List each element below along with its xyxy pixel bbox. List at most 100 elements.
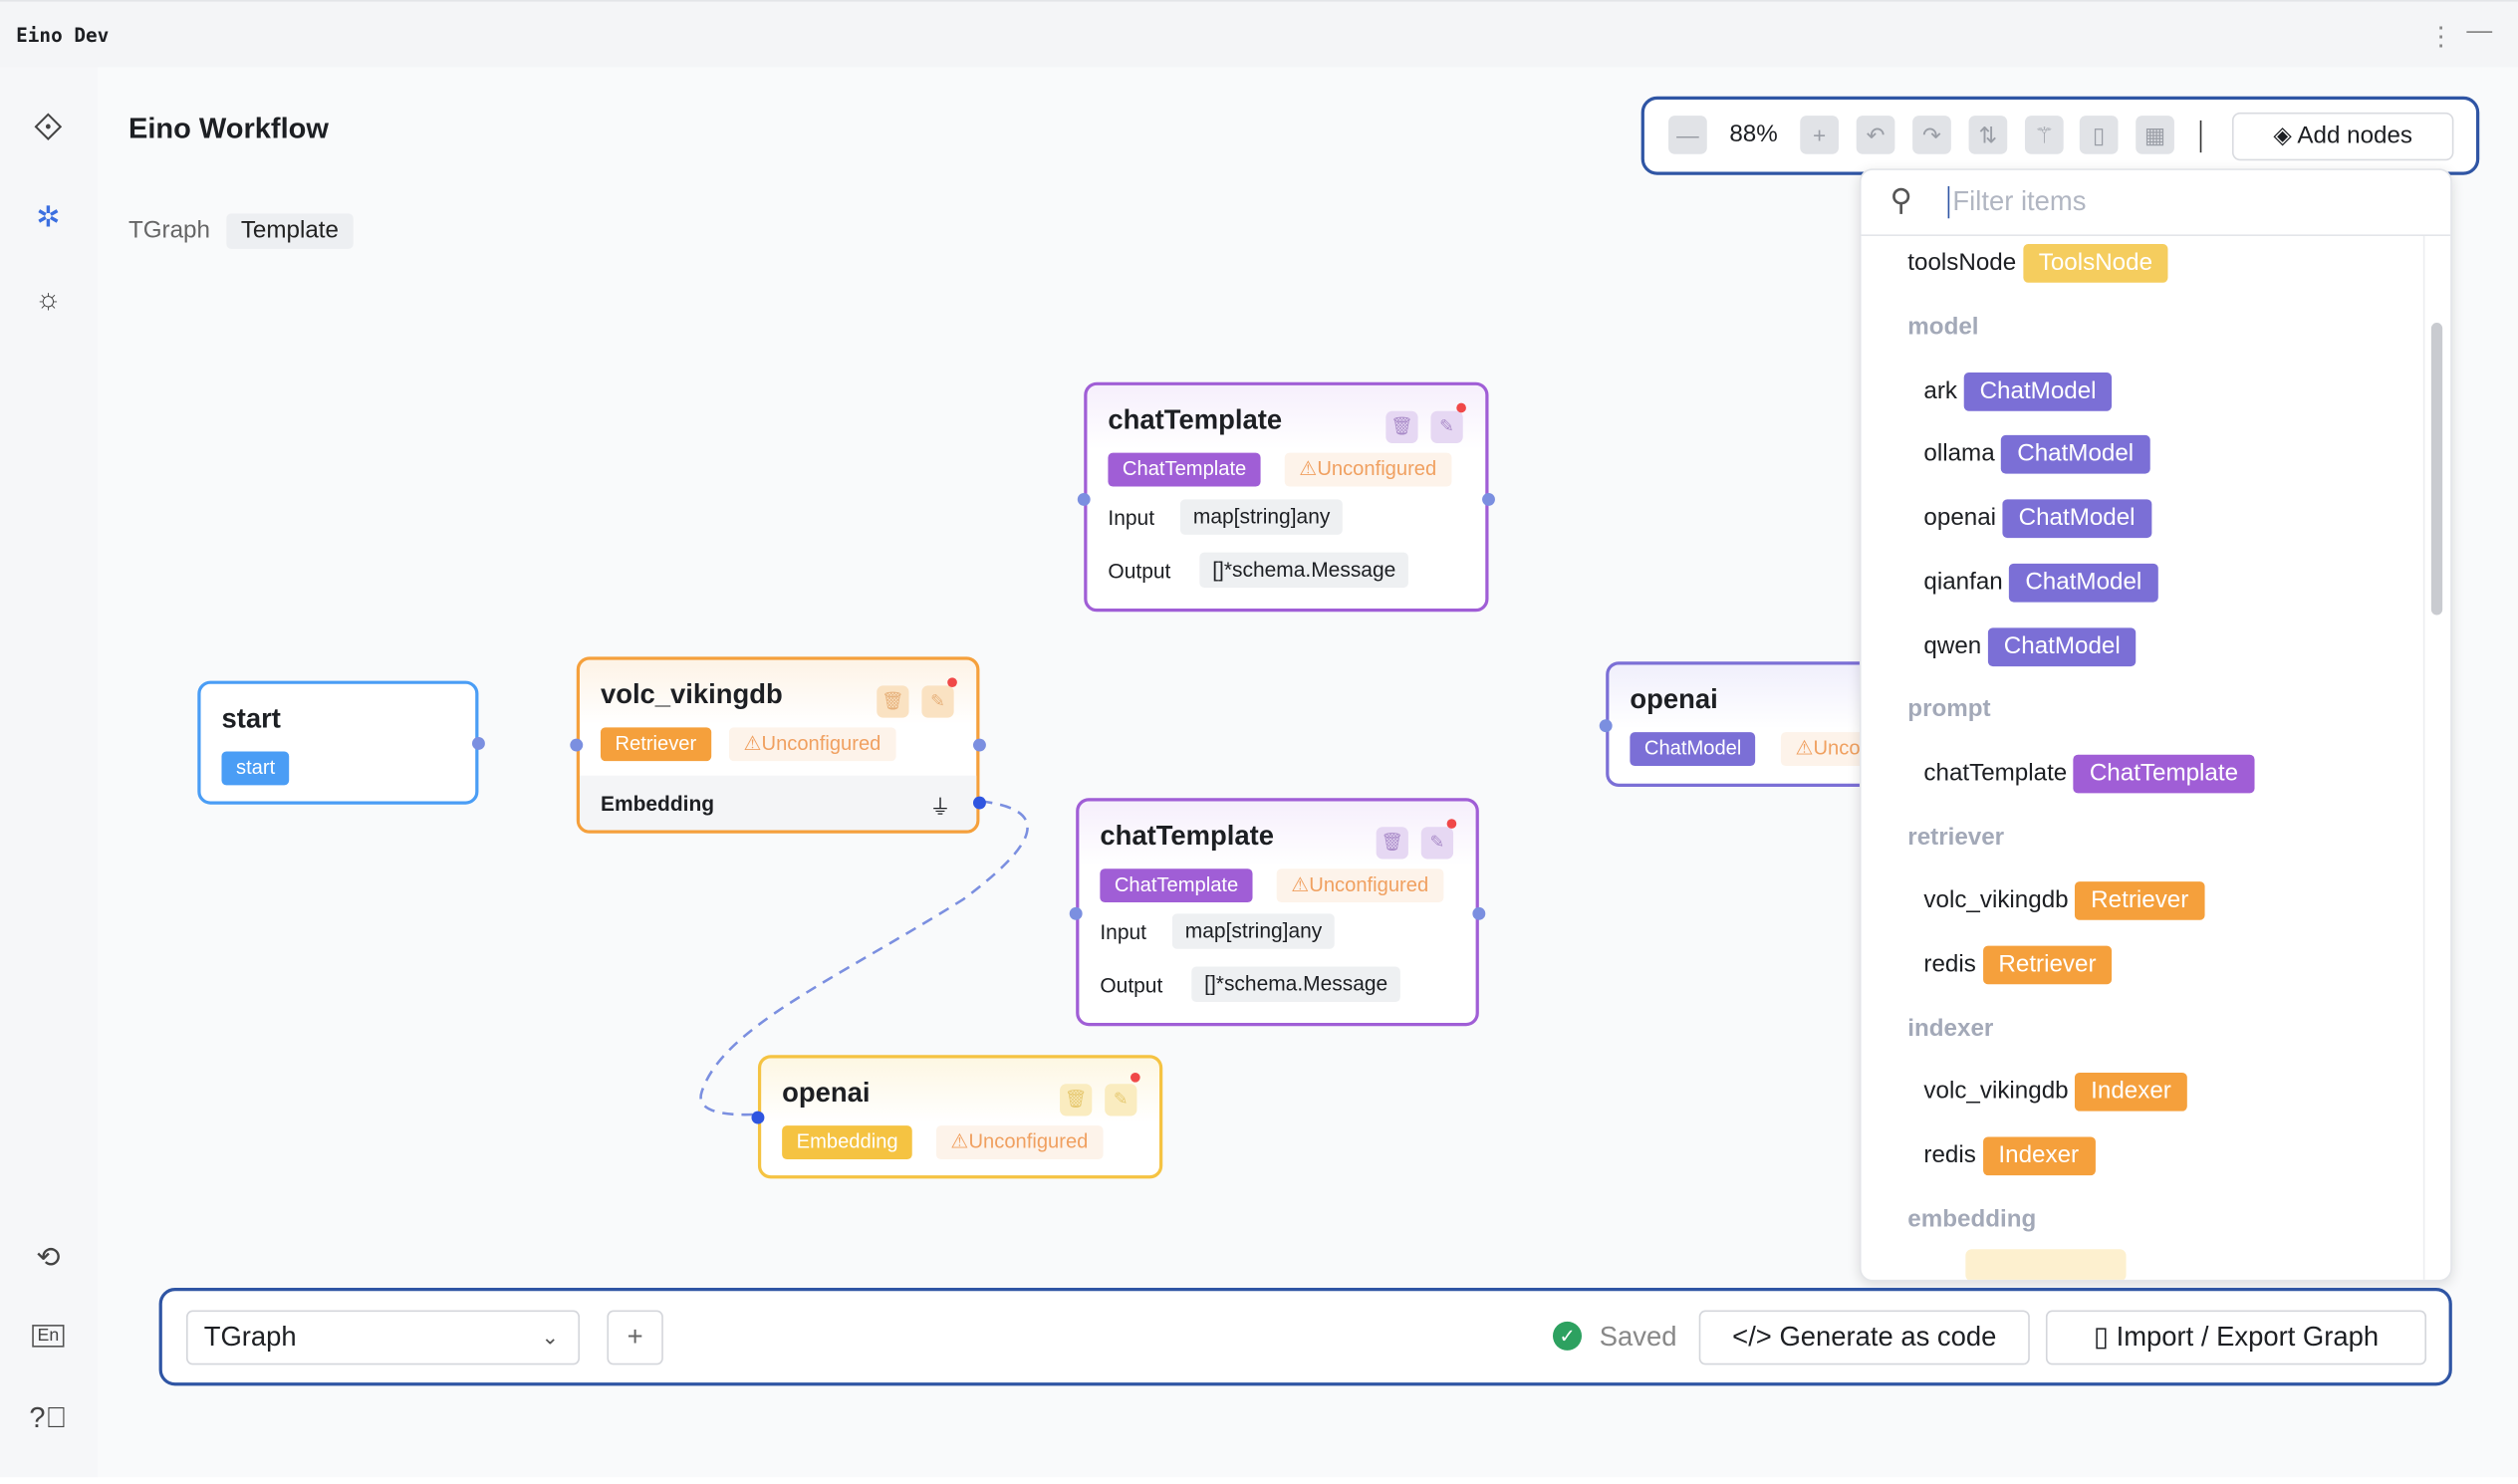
list-item[interactable]: redis Retriever — [1923, 945, 2113, 985]
zoom-level: 88% — [1729, 120, 1778, 148]
input-handle[interactable] — [570, 738, 584, 752]
input-label: Input — [1100, 919, 1146, 944]
mouse-mode-button[interactable]: ▯ — [2079, 116, 2119, 154]
item-name: toolsNode — [1907, 248, 2017, 277]
input-handle[interactable] — [751, 1111, 765, 1124]
breadcrumb-template[interactable]: Template — [226, 213, 354, 249]
redo-button[interactable]: ↷ — [1912, 116, 1951, 154]
add-nodes-button[interactable]: ◈ Add nodes — [2231, 112, 2454, 161]
delete-icon[interactable]: 🗑 — [1385, 410, 1418, 443]
list-item[interactable]: openai ChatModel — [1923, 499, 2151, 539]
item-name: openai — [1923, 504, 1997, 532]
output-handle[interactable] — [471, 736, 485, 750]
node-title: start — [221, 703, 281, 734]
output-handle[interactable] — [1472, 906, 1486, 920]
item-name: qwen — [1923, 631, 1982, 659]
more-icon[interactable]: ⋮ — [2427, 24, 2454, 52]
item-name: chatTemplate — [1923, 759, 2068, 787]
graph-icon[interactable]: ✲ — [36, 200, 61, 233]
filter-input[interactable]: Filter items — [1947, 186, 2086, 219]
unconfigured-dot — [1130, 1072, 1140, 1083]
item-name: redis — [1923, 1141, 1976, 1169]
node-title: volc_vikingdb — [600, 678, 783, 710]
list-item[interactable]: volc_vikingdb Indexer — [1923, 1073, 2187, 1113]
item-tag: Retriever — [2075, 881, 2205, 921]
node-type-badge: Retriever — [600, 727, 711, 762]
input-handle[interactable] — [1599, 719, 1613, 733]
list-item[interactable]: qianfan ChatModel — [1923, 563, 2158, 603]
edit-icon[interactable]: ✎ — [921, 685, 954, 718]
zoom-out-button[interactable]: — — [1668, 116, 1707, 154]
minimap-button[interactable]: ▦ — [2136, 116, 2174, 154]
output-label: Output — [1100, 972, 1163, 998]
output-handle[interactable] — [1482, 492, 1495, 506]
unconfigured-dot — [1446, 819, 1457, 829]
bug-icon[interactable]: ☼ — [35, 282, 62, 315]
list-item[interactable]: ollama ChatModel — [1923, 435, 2150, 475]
item-tag: ToolsNode — [2022, 244, 2169, 283]
delete-icon[interactable]: 🗑 — [877, 685, 909, 718]
edit-icon[interactable]: ✎ — [1105, 1084, 1137, 1116]
edit-icon[interactable]: ✎ — [1420, 827, 1454, 860]
item-tag: ChatModel — [1987, 626, 2137, 666]
delete-icon[interactable]: 🗑 — [1060, 1084, 1093, 1116]
sidebar: ⟐ ✲ ☼ ⟲ En ?⃝ — [0, 67, 99, 1478]
generate-code-label: Generate as code — [1779, 1321, 1997, 1353]
breadcrumb-graph[interactable]: TGraph — [127, 216, 210, 245]
layout-button[interactable]: ⇅ — [1968, 116, 2008, 154]
import-export-label: Import / Export Graph — [2116, 1321, 2380, 1353]
input-type: map[string]any — [1179, 499, 1344, 535]
node-type-badge: start — [221, 751, 290, 786]
list-item[interactable]: redis Indexer — [1923, 1136, 2096, 1176]
status-badge: ⚠Unconfigured — [1284, 452, 1451, 487]
list-item[interactable]: chatTemplate ChatTemplate — [1923, 754, 2255, 794]
sync-icon[interactable]: ⟲ — [36, 1241, 61, 1274]
unconfigured-dot — [1456, 402, 1466, 413]
eino-logo-icon[interactable]: ⟐ — [33, 106, 64, 149]
embedding-handle[interactable] — [972, 796, 986, 810]
list-item[interactable]: toolsNode ToolsNode — [1907, 244, 2169, 283]
input-label: Input — [1108, 505, 1155, 531]
undo-button[interactable]: ↶ — [1856, 116, 1895, 154]
window-title: Eino Dev — [16, 24, 110, 47]
zoom-in-button[interactable]: + — [1800, 116, 1839, 154]
scrollbar[interactable] — [2430, 323, 2443, 616]
help-icon[interactable]: ?⃝ — [29, 1401, 68, 1434]
list-item[interactable]: volc_vikingdb Retriever — [1923, 881, 2205, 921]
add-graph-button[interactable]: + — [607, 1310, 663, 1365]
minimize-icon[interactable]: — — [2466, 17, 2493, 46]
item-name: ollama — [1923, 440, 1995, 468]
graph-select[interactable]: TGraph ⌄ — [186, 1310, 581, 1365]
search-icon: ⚲ — [1889, 184, 1913, 219]
node-openai-embedding[interactable]: openai 🗑 ✎ Embedding ⚠Unconfigured — [751, 1055, 1163, 1179]
output-label: Output — [1108, 559, 1171, 584]
magic-wand-button[interactable]: ⚚ — [2024, 116, 2064, 154]
input-handle[interactable] — [1077, 492, 1091, 506]
status-badge: ⚠Unconfigured — [728, 727, 895, 762]
group-title: indexer — [1907, 1014, 1994, 1042]
filter-search[interactable]: ⚲ Filter items — [1861, 170, 2451, 236]
delete-icon[interactable]: 🗑 — [1376, 827, 1408, 860]
embedding-slot-label: Embedding — [600, 791, 715, 816]
output-type: []*schema.Message — [1191, 966, 1401, 1003]
node-title: openai — [1630, 683, 1718, 715]
node-start[interactable]: start start — [197, 680, 485, 805]
output-handle[interactable] — [972, 738, 986, 752]
item-name: qianfan — [1923, 568, 2003, 596]
title-bar: Eino Dev ⋮ — — [0, 0, 2518, 68]
list-item[interactable]: qwen ChatModel — [1923, 626, 2137, 666]
file-icon: ▯ — [2093, 1321, 2117, 1353]
node-chat-template-2[interactable]: chatTemplate 🗑 ✎ ChatTemplate ⚠Unconfigu… — [1069, 798, 1486, 1027]
import-export-button[interactable]: ▯ Import / Export Graph — [2045, 1310, 2427, 1365]
language-icon[interactable]: En — [29, 1317, 68, 1356]
list-item[interactable]: ark ChatModel — [1923, 371, 2113, 411]
status-badge: ⚠Unconfigured — [935, 1125, 1103, 1160]
node-chat-template[interactable]: chatTemplate 🗑 ✎ ChatTemplate ⚠Unconfigu… — [1077, 381, 1495, 613]
input-handle[interactable] — [1069, 906, 1083, 920]
partial-list-item — [1965, 1248, 2127, 1280]
output-type: []*schema.Message — [1199, 552, 1409, 589]
generate-code-button[interactable]: </> Generate as code — [1698, 1310, 2030, 1365]
node-volc-vikingdb[interactable]: volc_vikingdb 🗑 ✎ Retriever ⚠Unconfigure… — [570, 656, 986, 834]
edit-icon[interactable]: ✎ — [1430, 410, 1463, 443]
